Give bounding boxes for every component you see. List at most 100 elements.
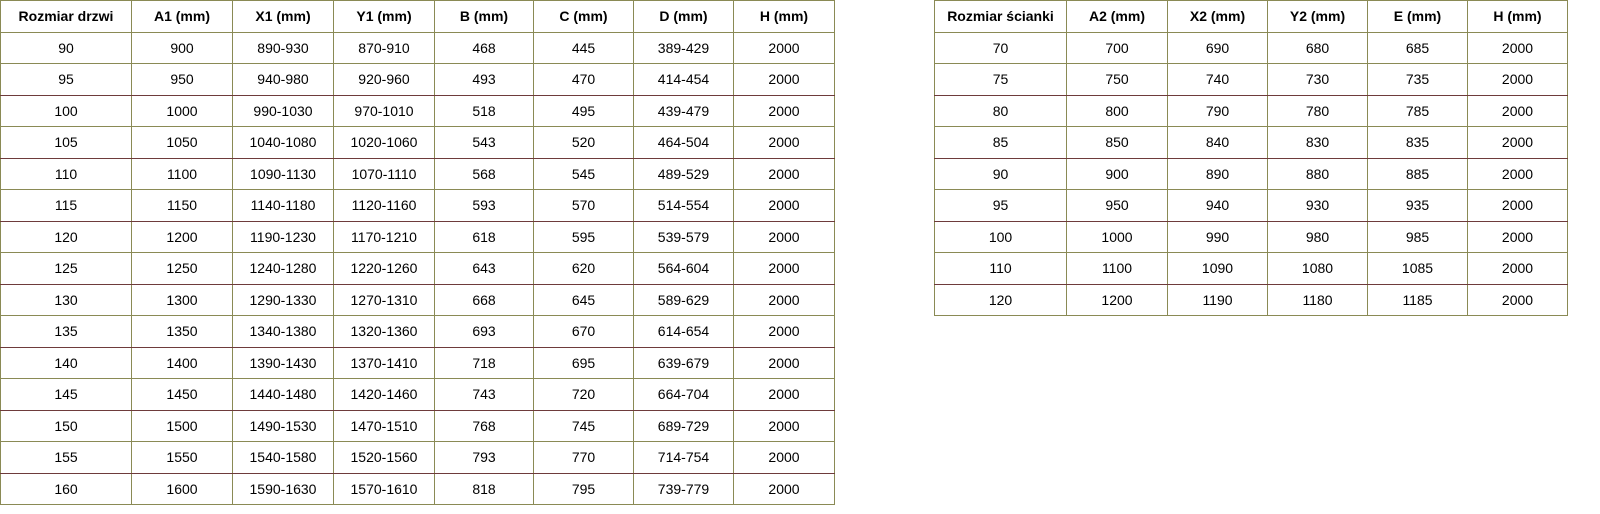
table-cell: 935 (1367, 189, 1468, 222)
table-cell: 389-429 (633, 31, 734, 64)
table-cell: 130 (0, 283, 132, 316)
table-row: 140 1400 1390-1430 1370-1410 718 695 639-679 20… (0, 346, 835, 379)
table-cell: 2000 (1467, 94, 1568, 127)
table-cell: 470 (533, 63, 634, 96)
table-cell: 1070-1110 (333, 157, 435, 190)
table-cell: 835 (1367, 126, 1468, 159)
table-cell: 2000 (733, 189, 835, 222)
table-cell: 110 (934, 252, 1067, 285)
table-cell: 689-729 (633, 409, 734, 442)
table-cell: 120 (934, 283, 1067, 316)
table-cell: 2000 (733, 472, 835, 505)
table-cell: 745 (533, 409, 634, 442)
table-cell: 890 (1167, 157, 1268, 190)
table-cell: 439-479 (633, 94, 734, 127)
header-row: Rozmiar ścianki A2 (mm) X2 (mm) Y2 (mm) E (m… (934, 0, 1568, 33)
table-cell: 1520-1560 (333, 441, 435, 474)
table-row: 95 950 940-980 920-960 493 470 414-454 2000 (0, 63, 835, 96)
table-cell: 740 (1167, 63, 1268, 96)
table-row: 125 1250 1240-1280 1220-1260 643 620 564-604 20… (0, 252, 835, 285)
table-cell: 980 (1267, 220, 1368, 253)
table-cell: 1370-1410 (333, 346, 435, 379)
table-cell: 135 (0, 315, 132, 348)
table-cell: 718 (434, 346, 534, 379)
column-header: H (mm) (1467, 0, 1568, 33)
table-cell: 95 (0, 63, 132, 96)
table-row: 145 1450 1440-1480 1420-1460 743 720 664-704 20… (0, 378, 835, 411)
table-row: 110 1100 1090-1130 1070-1110 568 545 489-529 20… (0, 157, 835, 190)
table-cell: 900 (131, 31, 233, 64)
table-cell: 1290-1330 (232, 283, 334, 316)
table-cell: 100 (0, 94, 132, 127)
table-cell: 1170-1210 (333, 220, 435, 253)
table-cell: 70 (934, 31, 1067, 64)
table-row: 105 1050 1040-1080 1020-1060 543 520 464-504 20… (0, 126, 835, 159)
table-row: 80 800 790 780 785 2000 (934, 94, 1568, 127)
table-cell: 620 (533, 252, 634, 285)
table-cell: 1185 (1367, 283, 1468, 316)
table-row: 155 1550 1540-1580 1520-1560 793 770 714-754 20… (0, 441, 835, 474)
table-cell: 1200 (1066, 283, 1168, 316)
table-cell: 2000 (733, 346, 835, 379)
table-cell: 1440-1480 (232, 378, 334, 411)
table-cell: 2000 (1467, 126, 1568, 159)
table-cell: 664-704 (633, 378, 734, 411)
table-cell: 85 (934, 126, 1067, 159)
table-cell: 690 (1167, 31, 1268, 64)
table-cell: 985 (1367, 220, 1468, 253)
table-cell: 2000 (733, 378, 835, 411)
table-cell: 1150 (131, 189, 233, 222)
table-cell: 1240-1280 (232, 252, 334, 285)
table-cell: 75 (934, 63, 1067, 96)
table-cell: 1550 (131, 441, 233, 474)
table-cell: 1040-1080 (232, 126, 334, 159)
table-cell: 1320-1360 (333, 315, 435, 348)
table-cell: 2000 (1467, 63, 1568, 96)
table-cell: 1120-1160 (333, 189, 435, 222)
table-cell: 1180 (1267, 283, 1368, 316)
table-cell: 2000 (733, 157, 835, 190)
column-header: B (mm) (434, 0, 534, 33)
table-cell: 1420-1460 (333, 378, 435, 411)
table-cell: 1190-1230 (232, 220, 334, 253)
table-cell: 618 (434, 220, 534, 253)
table-cell: 150 (0, 409, 132, 442)
table-cell: 1470-1510 (333, 409, 435, 442)
table-cell: 1090 (1167, 252, 1268, 285)
table-cell: 614-654 (633, 315, 734, 348)
column-header: Rozmiar drzwi (0, 0, 132, 33)
column-header: Rozmiar ścianki (934, 0, 1067, 33)
table-cell: 464-504 (633, 126, 734, 159)
table-cell: 589-629 (633, 283, 734, 316)
table-cell: 1490-1530 (232, 409, 334, 442)
table-row: 100 1000 990 980 985 2000 (934, 220, 1568, 253)
column-header: Y2 (mm) (1267, 0, 1368, 33)
table-row: 115 1150 1140-1180 1120-1160 593 570 514-554 20… (0, 189, 835, 222)
table-cell: 160 (0, 472, 132, 505)
column-header: A2 (mm) (1066, 0, 1168, 33)
table-cell: 700 (1066, 31, 1168, 64)
table-cell: 920-960 (333, 63, 435, 96)
table-cell: 695 (533, 346, 634, 379)
table-cell: 2000 (1467, 189, 1568, 222)
column-header: C (mm) (533, 0, 634, 33)
table-cell: 2000 (733, 220, 835, 253)
column-header: A1 (mm) (131, 0, 233, 33)
table-cell: 2000 (1467, 252, 1568, 285)
door-size-table: Rozmiar drzwi A1 (mm) X1 (mm) Y1 (mm) B (mm)… (0, 0, 835, 505)
table-cell: 1270-1310 (333, 283, 435, 316)
table-cell: 693 (434, 315, 534, 348)
table-cell: 489-529 (633, 157, 734, 190)
table-cell: 1340-1380 (232, 315, 334, 348)
table-cell: 1100 (131, 157, 233, 190)
table-row: 135 1350 1340-1380 1320-1360 693 670 614-654 20… (0, 315, 835, 348)
column-header: E (mm) (1367, 0, 1468, 33)
table-cell: 2000 (733, 126, 835, 159)
table-cell: 564-604 (633, 252, 734, 285)
table-cell: 155 (0, 441, 132, 474)
table-cell: 643 (434, 252, 534, 285)
table-cell: 414-454 (633, 63, 734, 96)
table-row: 120 1200 1190 1180 1185 2000 (934, 283, 1568, 316)
table-cell: 768 (434, 409, 534, 442)
table-cell: 1090-1130 (232, 157, 334, 190)
